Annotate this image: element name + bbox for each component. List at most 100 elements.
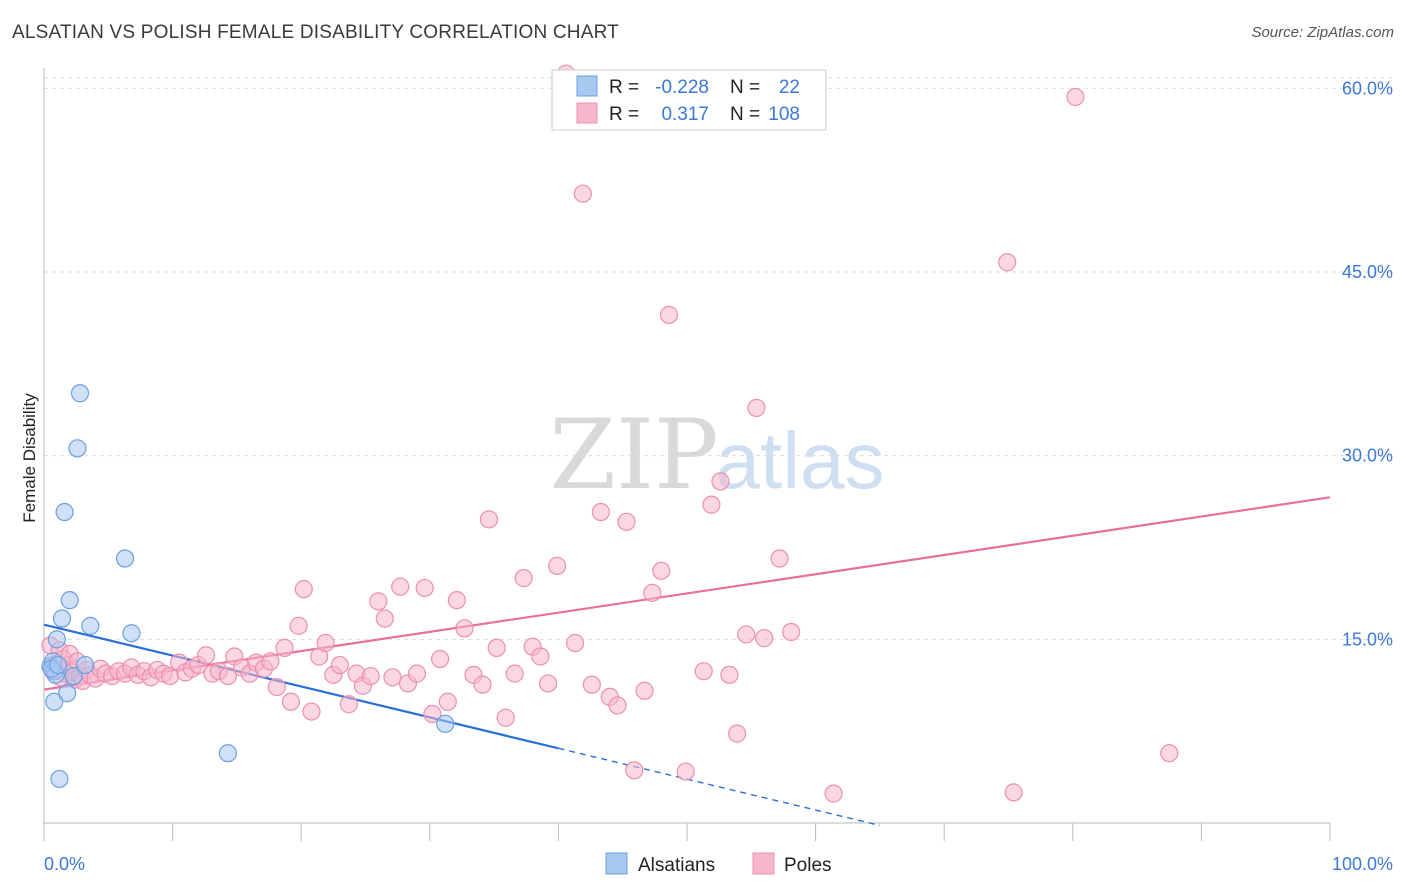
poles-point-89 (625, 761, 644, 780)
poles-point-96 (702, 495, 721, 514)
alsatians-point-17 (122, 624, 141, 643)
poles-point-64 (415, 578, 434, 598)
legend-r-value-2: 0.317 (661, 104, 709, 125)
poles-point-66 (430, 649, 450, 669)
alsatians-trend-extension (558, 747, 881, 827)
poles-point-57 (361, 666, 380, 686)
poles-point-99 (728, 724, 747, 743)
legend-n-value-1: 22 (779, 77, 800, 98)
y-tick-label-1: 30.0% (1342, 446, 1393, 466)
series-legend: Alsatians Poles (605, 852, 832, 876)
poles-point-93 (659, 305, 679, 324)
poles-point-109 (1160, 744, 1179, 763)
poles-point-79 (539, 674, 558, 693)
poles-point-106 (998, 253, 1017, 272)
alsatians-point-21 (49, 655, 68, 675)
y-axis-label: Female Disability (20, 393, 39, 523)
alsatians-point-5 (45, 692, 64, 711)
poles-point-92 (652, 561, 671, 580)
poles-point-83 (573, 184, 592, 203)
series-legend-swatch-alsatians (605, 852, 628, 875)
poles-point-68 (447, 591, 466, 610)
alsatians-point-13 (70, 384, 90, 403)
poles-point-102 (755, 629, 774, 648)
poles-point-103 (770, 549, 789, 568)
grid-layer (44, 77, 1395, 640)
poles-point-59 (375, 609, 394, 628)
series-legend-swatch-poles (752, 852, 775, 875)
poles-point-61 (391, 577, 410, 596)
alsatians-point-9 (58, 684, 77, 703)
poles-point-60 (383, 668, 402, 687)
legend-r-label-2: R = (609, 104, 639, 125)
ticks-layer: 15.0% 30.0% 45.0% 60.0% 0.0% 100.0% (44, 78, 1393, 874)
alsatians-point-15 (81, 616, 100, 635)
poles-point-82 (566, 633, 585, 653)
poles-point-58 (369, 592, 388, 611)
poles-point-44 (267, 677, 286, 697)
poles-point-63 (407, 664, 427, 683)
poles-point-37 (218, 666, 237, 686)
legend-swatch-poles (576, 102, 598, 124)
poles-point-78 (531, 647, 550, 666)
series-legend-alsatians: Alsatians (638, 855, 715, 876)
legend-box (551, 69, 827, 131)
poles-point-65 (423, 704, 442, 724)
legend-n-label-1: N = (730, 77, 760, 98)
legend-n-value-2: 108 (768, 104, 800, 125)
legend-swatch-alsatians (576, 75, 598, 97)
y-tick-label-3: 60.0% (1342, 78, 1393, 98)
poles-point-107 (1004, 783, 1023, 802)
alsatians-point-19 (436, 714, 455, 733)
poles-point-91 (643, 583, 662, 602)
x-tick-label-1: 100.0% (1332, 854, 1393, 874)
poles-point-34 (196, 646, 216, 665)
legend-r-label-1: R = (609, 77, 639, 98)
poles-point-85 (591, 502, 610, 522)
poles-point-47 (289, 616, 308, 635)
alsatians-point-12 (68, 439, 87, 458)
poles-point-45 (275, 638, 294, 658)
y-tick-label-0: 15.0% (1342, 629, 1393, 649)
y-tick-label-2: 45.0% (1342, 262, 1393, 282)
correlation-legend: R = -0.228 N = 22 R = 0.317 N = 108 (551, 69, 827, 131)
chart-title: ALSATIAN VS POLISH FEMALE DISABILITY COR… (12, 22, 619, 43)
poles-point-97 (711, 472, 730, 491)
alsatians-point-7 (52, 609, 72, 628)
poles-point-48 (294, 580, 313, 599)
poles-point-101 (747, 398, 766, 418)
legend-n-label-2: N = (730, 104, 760, 125)
points-layer (41, 64, 1179, 803)
poles-point-43 (261, 652, 280, 671)
watermark-zip: ZIP (549, 399, 718, 511)
series-legend-poles: Poles (784, 855, 832, 876)
poles-point-94 (676, 762, 695, 781)
alsatians-point-16 (115, 549, 135, 568)
x-tick-label-0: 0.0% (44, 854, 85, 874)
poles-point-49 (302, 702, 321, 721)
poles-point-71 (473, 675, 492, 694)
poles-point-53 (330, 655, 349, 675)
poles-point-73 (487, 638, 506, 658)
alsatians-point-10 (60, 591, 79, 610)
alsatians-point-4 (47, 630, 66, 649)
poles-point-74 (496, 708, 515, 727)
alsatians-point-11 (64, 666, 83, 686)
poles-point-76 (514, 569, 533, 588)
watermark-atlas: atlas (716, 416, 885, 505)
axis-layer (43, 68, 1331, 841)
poles-point-51 (316, 633, 335, 653)
poles-point-108 (1066, 87, 1085, 107)
poles-point-98 (720, 665, 739, 684)
legend-r-value-1: -0.228 (655, 77, 709, 98)
poles-point-80 (548, 556, 567, 575)
poles-point-84 (582, 675, 601, 694)
source-label: Source: ZipAtlas.com (1251, 24, 1394, 41)
poles-point-105 (824, 784, 843, 803)
alsatians-point-18 (218, 744, 237, 763)
poles-point-54 (339, 695, 358, 714)
alsatians-point-8 (55, 502, 74, 522)
poles-point-87 (608, 696, 627, 715)
poles-point-46 (281, 692, 301, 711)
